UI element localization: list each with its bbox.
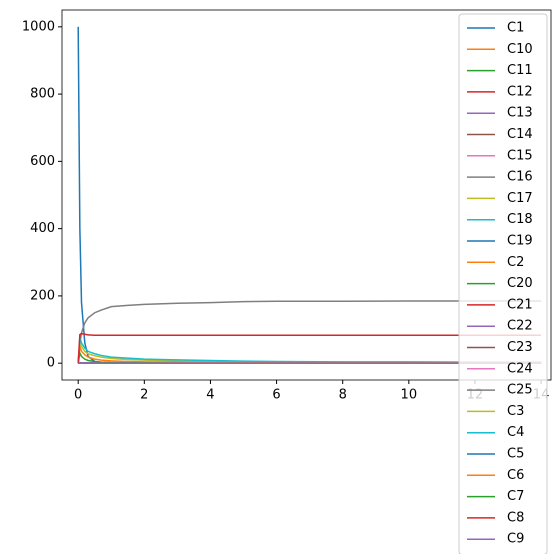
legend-label: C13 [507,106,533,121]
legend-label: C23 [507,340,533,355]
y-tick-label: 0 [47,356,55,371]
y-tick-label: 200 [30,288,55,303]
series-line [77,337,542,364]
x-tick-label: 8 [339,388,347,403]
legend-label: C9 [507,532,524,547]
y-tick-label: 1000 [22,19,55,34]
legend-label: C12 [507,84,533,99]
legend-label: C22 [507,319,533,334]
x-tick-label: 10 [401,388,418,403]
legend-label: C14 [507,127,533,142]
legend-label: C16 [507,170,533,185]
legend-label: C15 [507,148,533,163]
y-tick-label: 400 [30,221,55,236]
x-tick-label: 0 [74,388,82,403]
series-line [77,332,542,364]
y-tick-label: 800 [30,87,55,102]
legend-label: C11 [507,63,533,78]
legend-label: C18 [507,212,533,227]
legend-label: C3 [507,404,524,419]
legend-label: C4 [507,425,524,440]
legend-label: C17 [507,191,533,206]
legend-label: C21 [507,297,533,312]
legend-label: C10 [507,42,533,57]
legend-label: C24 [507,361,533,376]
legend-label: C6 [507,468,524,483]
legend-label: C1 [507,21,524,36]
legend-label: C20 [507,276,533,291]
x-tick-label: 6 [272,388,280,403]
series-line [77,300,542,364]
legend-label: C8 [507,510,524,525]
legend-box [458,13,548,554]
y-tick-label: 600 [30,154,55,169]
x-tick-label: 2 [140,388,148,403]
legend-label: C19 [507,234,533,249]
axes-frame [61,9,552,381]
legend-label: C2 [507,255,524,270]
x-tick-label: 4 [206,388,214,403]
plot-area [77,26,542,364]
legend-label: C7 [507,489,524,504]
legend-label: C5 [507,447,524,462]
legend-label: C25 [507,383,533,398]
